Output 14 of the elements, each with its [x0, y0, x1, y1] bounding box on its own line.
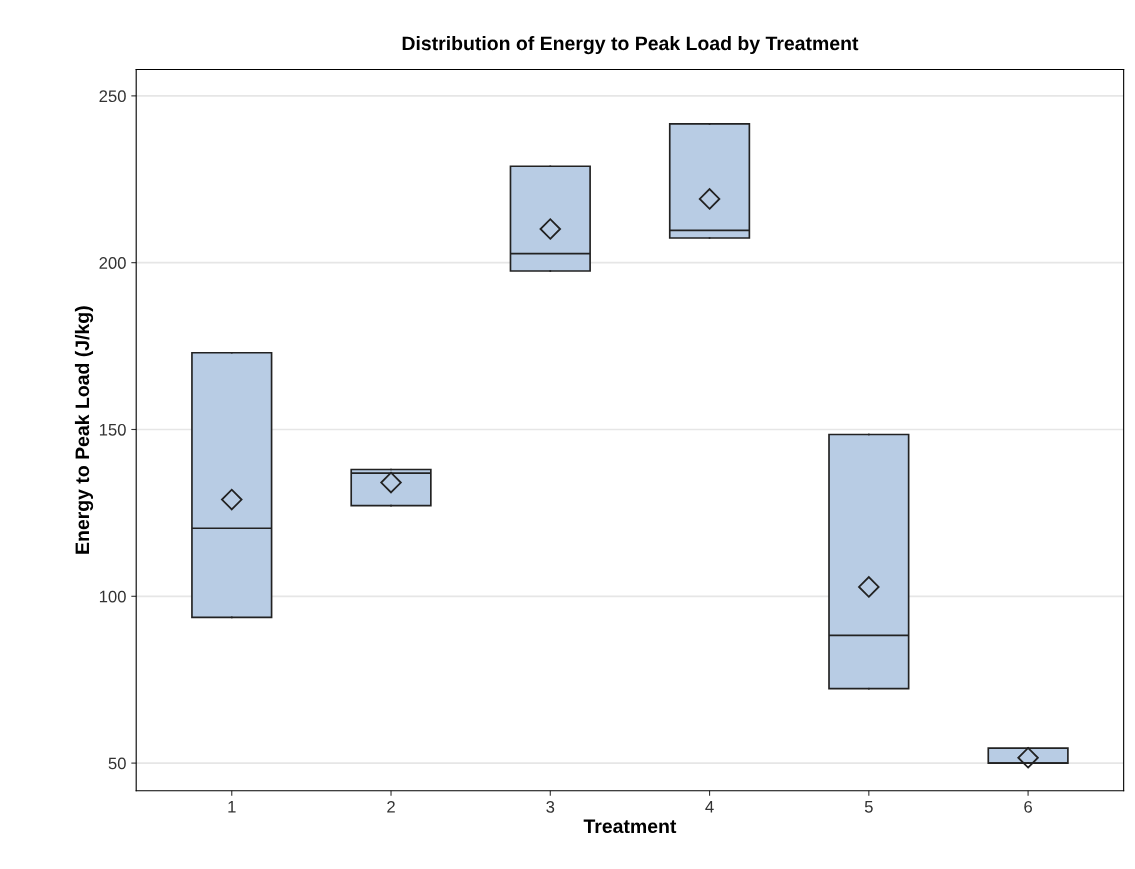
x-tick-label: 6 — [1024, 800, 1032, 813]
x-tick-label: 1 — [228, 801, 236, 813]
x-tick-label: 4 — [705, 801, 714, 813]
y-tick-label: 250 — [99, 90, 126, 103]
y-tick-label: 50 — [108, 757, 126, 770]
y-axis-title: Energy to Peak Load (J/kg) — [74, 306, 94, 554]
chart-title: Distribution of Energy to Peak Load by Treatment — [402, 35, 859, 55]
y-tick-label: 200 — [99, 257, 126, 269]
x-tick-label: 2 — [387, 800, 395, 813]
x-axis-title: Treatment — [583, 819, 677, 834]
y-tick-label: 100 — [99, 590, 126, 603]
y-tick-label: 150 — [99, 423, 126, 436]
x-tick-label: 3 — [546, 800, 555, 813]
x-tick-label: 5 — [864, 801, 873, 813]
